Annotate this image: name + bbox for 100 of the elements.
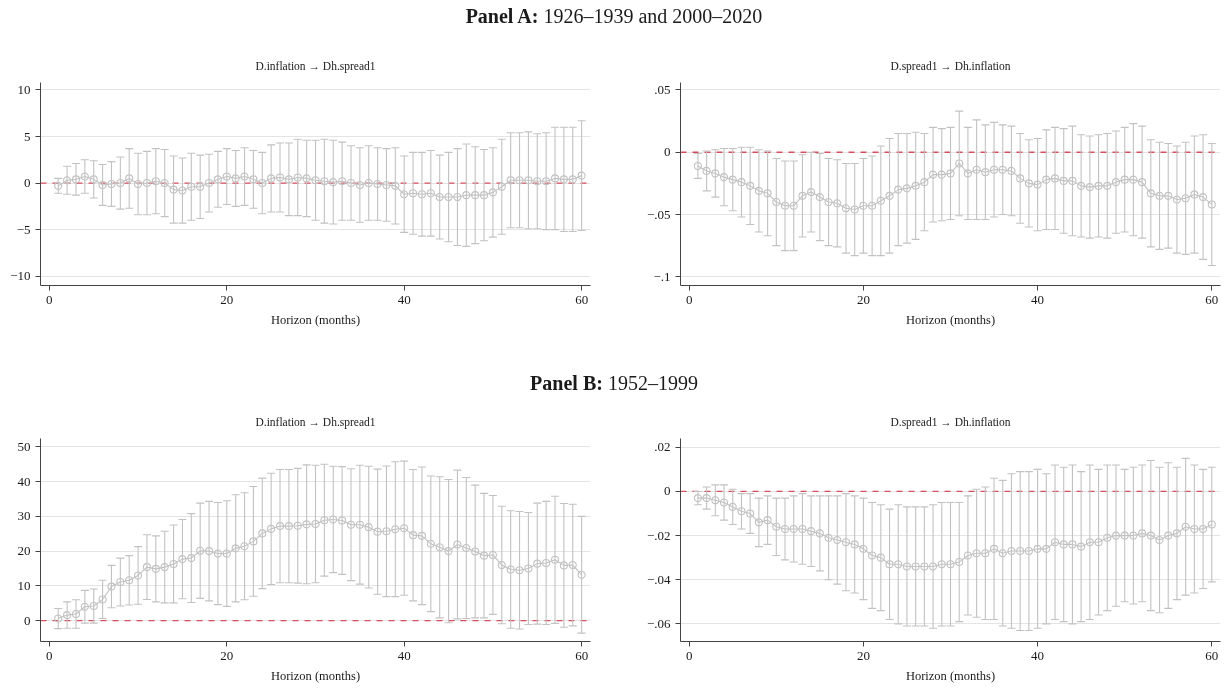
point bbox=[1059, 540, 1068, 549]
point bbox=[178, 186, 187, 195]
x-tick-label: 0 bbox=[685, 291, 693, 307]
y-tick-label: 0 bbox=[24, 175, 31, 191]
point bbox=[833, 199, 842, 208]
point bbox=[963, 169, 972, 178]
point bbox=[488, 188, 497, 197]
point bbox=[568, 560, 577, 570]
point bbox=[382, 180, 391, 189]
y-tick-label: 0 bbox=[24, 612, 31, 628]
point bbox=[1129, 531, 1138, 540]
point bbox=[409, 531, 418, 540]
point bbox=[1094, 181, 1103, 190]
point bbox=[763, 189, 772, 198]
point bbox=[231, 174, 240, 183]
point bbox=[937, 560, 946, 569]
point bbox=[1199, 524, 1208, 534]
point bbox=[1190, 524, 1199, 534]
point bbox=[515, 176, 524, 185]
point bbox=[1042, 175, 1051, 184]
point bbox=[258, 179, 267, 188]
point bbox=[1146, 531, 1155, 540]
chart-subtitle: D.spread1 → Dh.inflation bbox=[890, 59, 1011, 73]
point bbox=[1007, 166, 1016, 175]
point bbox=[990, 544, 999, 553]
chart-title: Panel A: 1926–1939 and 2000–2020 bbox=[464, 4, 764, 29]
point bbox=[1146, 189, 1155, 198]
point bbox=[1042, 544, 1051, 553]
point bbox=[807, 188, 816, 197]
point bbox=[125, 576, 134, 585]
point bbox=[1138, 529, 1147, 538]
point bbox=[417, 531, 426, 540]
point bbox=[302, 520, 311, 529]
point bbox=[338, 177, 347, 186]
point bbox=[284, 175, 293, 184]
y-tick-label: 0 bbox=[664, 483, 671, 499]
point bbox=[746, 181, 755, 190]
point bbox=[1155, 535, 1164, 545]
point bbox=[302, 174, 311, 183]
point bbox=[373, 179, 382, 189]
point bbox=[142, 563, 151, 572]
point bbox=[488, 550, 497, 559]
x-tick-label: 0 bbox=[685, 647, 693, 663]
point bbox=[187, 554, 196, 563]
point bbox=[920, 562, 929, 571]
point bbox=[142, 179, 151, 188]
x-axis-title: Horizon (months) bbox=[905, 312, 996, 327]
point bbox=[160, 179, 169, 188]
point bbox=[205, 547, 214, 556]
point bbox=[54, 181, 63, 190]
y-tick-label: 5 bbox=[24, 128, 31, 144]
point bbox=[116, 578, 125, 587]
point bbox=[1120, 531, 1129, 540]
point bbox=[400, 524, 409, 533]
point bbox=[807, 527, 816, 536]
point bbox=[497, 560, 506, 570]
point bbox=[71, 175, 81, 184]
y-tick-label: −5 bbox=[16, 221, 31, 237]
point bbox=[1050, 538, 1060, 547]
point bbox=[249, 175, 258, 184]
point bbox=[1050, 174, 1060, 183]
point bbox=[550, 174, 560, 183]
point bbox=[894, 560, 903, 569]
x-axis-title: Horizon (months) bbox=[270, 668, 361, 683]
point bbox=[1016, 546, 1025, 556]
point bbox=[533, 559, 542, 568]
x-tick-label: 20 bbox=[856, 647, 870, 663]
point bbox=[506, 565, 515, 574]
x-tick-label: 20 bbox=[220, 647, 234, 663]
chart-subtitle: D.spread1 → Dh.inflation bbox=[890, 415, 1011, 429]
point bbox=[833, 535, 842, 545]
point bbox=[1007, 546, 1016, 556]
point bbox=[868, 201, 877, 210]
point bbox=[205, 179, 214, 188]
point bbox=[929, 562, 938, 571]
point bbox=[275, 522, 285, 531]
point bbox=[963, 551, 972, 560]
point bbox=[471, 191, 480, 200]
x-tick-label: 60 bbox=[1205, 647, 1219, 663]
point bbox=[998, 165, 1007, 174]
point bbox=[329, 515, 338, 524]
y-tick-label: 20 bbox=[17, 543, 31, 559]
y-tick-label: 10 bbox=[17, 577, 31, 593]
point bbox=[462, 543, 471, 553]
point bbox=[868, 551, 877, 560]
point bbox=[737, 178, 746, 187]
point bbox=[720, 498, 729, 507]
point bbox=[711, 496, 720, 505]
point bbox=[89, 602, 98, 611]
point bbox=[885, 560, 894, 569]
point bbox=[444, 547, 453, 556]
point bbox=[1103, 533, 1112, 542]
point bbox=[1155, 191, 1164, 200]
point bbox=[720, 173, 729, 182]
point bbox=[920, 178, 929, 187]
point bbox=[1085, 538, 1094, 547]
point bbox=[329, 178, 338, 187]
x-tick-label: 40 bbox=[1031, 291, 1045, 307]
point bbox=[542, 558, 551, 567]
point bbox=[955, 558, 964, 567]
